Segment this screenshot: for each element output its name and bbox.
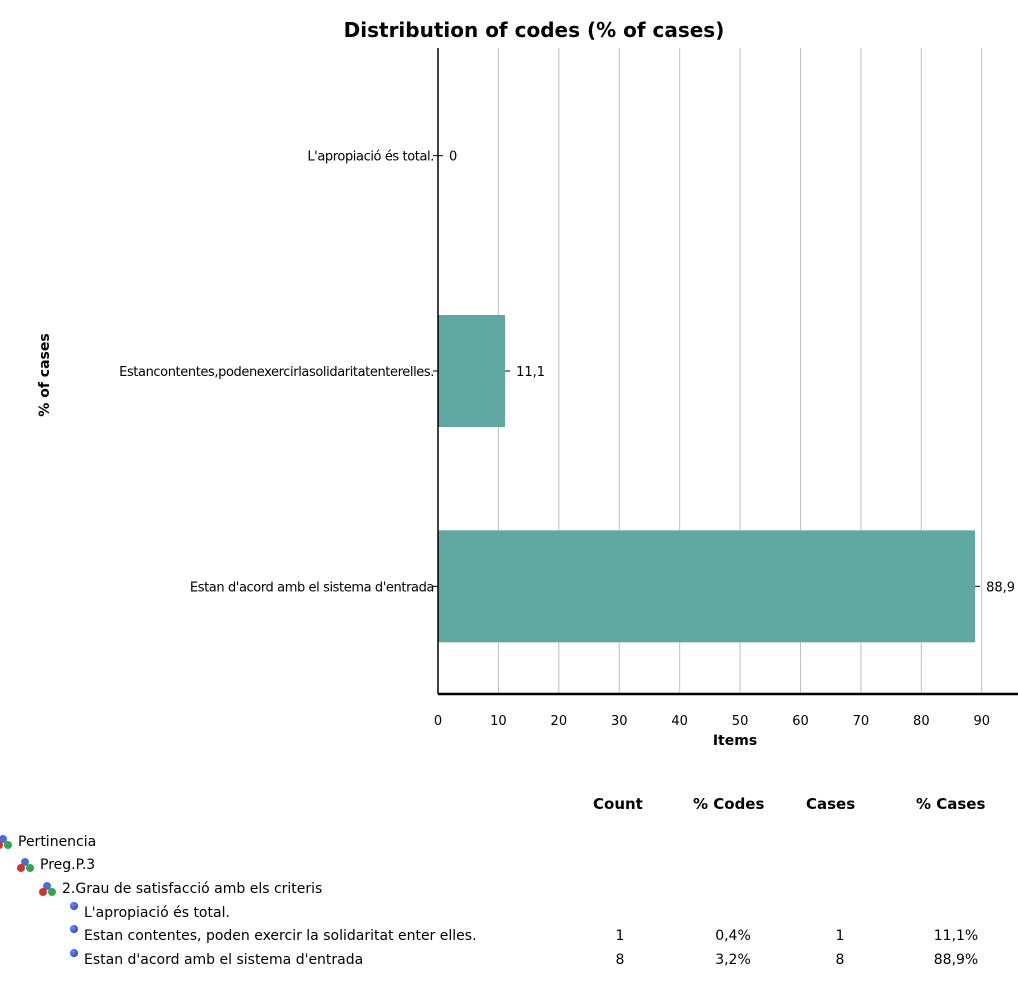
- col-header-count: Count: [593, 795, 643, 813]
- row-label: Estan contentes, poden exercir la solida…: [84, 928, 477, 944]
- code-group-icon: [39, 882, 56, 896]
- x-tick-label: 60: [792, 714, 809, 729]
- value-label: 0: [449, 150, 457, 165]
- cell-count: 8: [615, 952, 625, 968]
- x-tick-label: 10: [490, 714, 507, 729]
- table-row[interactable]: Preg.P.3: [0, 854, 1018, 876]
- x-tick-label: 70: [853, 714, 870, 729]
- labels: 0 10 20 30 40 50 60 70 80 90 L'apropiació és total…: [119, 150, 1015, 729]
- code-bullet-icon: [70, 949, 78, 957]
- cell-pct-cases: 11,1%: [933, 928, 979, 944]
- table-row[interactable]: Pertinencia: [0, 831, 1018, 853]
- code-group-icon: [0, 835, 12, 849]
- cell-count: 1: [615, 928, 625, 944]
- category-label: L'apropiació és total.: [307, 150, 434, 165]
- code-group-icon: [17, 858, 34, 872]
- col-header-cases: Cases: [806, 795, 856, 813]
- row-label: Estan d'acord amb el sistema d'entrada: [84, 952, 364, 968]
- table-row[interactable]: Estan d'acord amb el sistema d'entrada 8 3…: [0, 949, 1018, 971]
- x-tick-label: 0: [434, 714, 442, 729]
- cell-pct-cases: 88,9%: [933, 952, 979, 968]
- table-row[interactable]: L'apropiació és total.: [0, 902, 1018, 924]
- cell-cases: 1: [835, 928, 845, 944]
- y-axis-title: % of cases: [37, 333, 53, 416]
- codes-table: Count % Codes Cases % Cases Pertinencia P…: [0, 795, 1018, 992]
- col-header-pct-codes: % Codes: [693, 795, 765, 813]
- cell-pct-codes: 3,2%: [715, 952, 751, 968]
- grid-lines: [497, 48, 983, 694]
- code-bullet-icon: [70, 925, 78, 933]
- table-row[interactable]: Estan contentes, poden exercir la solida…: [0, 925, 1018, 947]
- x-tick-label: 80: [913, 714, 930, 729]
- x-tick-label: 40: [671, 714, 688, 729]
- x-tick-label: 50: [732, 714, 749, 729]
- chart-title: Distribution of codes (% of cases): [344, 18, 725, 42]
- value-label: 11,1: [516, 365, 545, 380]
- x-tick-label: 90: [973, 714, 990, 729]
- row-label: Pertinencia: [18, 834, 97, 850]
- row-label: L'apropiació és total.: [84, 905, 230, 921]
- bar-chart: Distribution of codes (% of cases) % of …: [37, 18, 1018, 749]
- row-label: 2.Grau de satisfacció amb els criteris: [62, 881, 323, 897]
- bar: [438, 315, 506, 427]
- code-bullet-icon: [70, 902, 78, 910]
- cell-pct-codes: 0,4%: [715, 928, 751, 944]
- cell-cases: 8: [835, 952, 845, 968]
- bars: [438, 315, 976, 643]
- category-label: Estancontentes,podenexercirlasolidaritat…: [119, 365, 434, 380]
- value-label: 88,9: [986, 580, 1015, 595]
- x-tick-label: 20: [551, 714, 568, 729]
- x-tick-label: 30: [611, 714, 628, 729]
- bar: [438, 530, 976, 643]
- row-label: Preg.P.3: [40, 857, 96, 873]
- category-label: Estan d'acord amb el sistema d'entrada: [190, 580, 434, 595]
- x-axis-title: Items: [713, 733, 757, 749]
- table-row[interactable]: 2.Grau de satisfacció amb els criteris: [0, 878, 1018, 900]
- col-header-pct-cases: % Cases: [916, 795, 986, 813]
